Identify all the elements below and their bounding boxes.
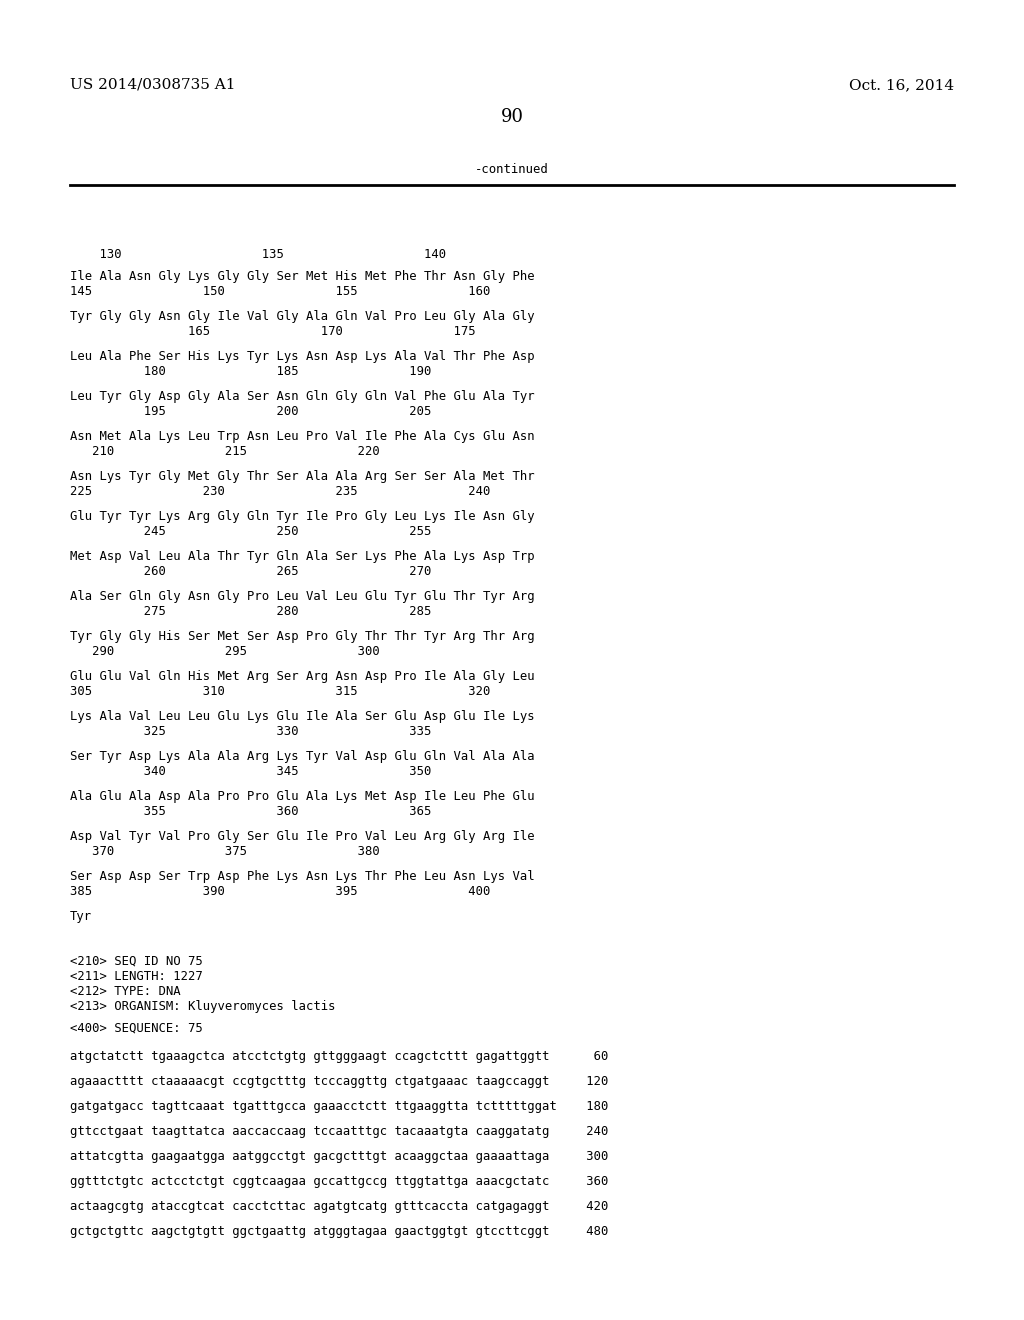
Text: Ser Asp Asp Ser Trp Asp Phe Lys Asn Lys Thr Phe Leu Asn Lys Val: Ser Asp Asp Ser Trp Asp Phe Lys Asn Lys …	[70, 870, 535, 883]
Text: actaagcgtg ataccgtcat cacctcttac agatgtcatg gtttcaccta catgagaggt     420: actaagcgtg ataccgtcat cacctcttac agatgtc…	[70, 1200, 608, 1213]
Text: US 2014/0308735 A1: US 2014/0308735 A1	[70, 78, 236, 92]
Text: Tyr: Tyr	[70, 909, 92, 923]
Text: 90: 90	[501, 108, 523, 125]
Text: atgctatctt tgaaagctca atcctctgtg gttgggaagt ccagctcttt gagattggtt      60: atgctatctt tgaaagctca atcctctgtg gttggga…	[70, 1049, 608, 1063]
Text: Leu Ala Phe Ser His Lys Tyr Lys Asn Asp Lys Ala Val Thr Phe Asp: Leu Ala Phe Ser His Lys Tyr Lys Asn Asp …	[70, 350, 535, 363]
Text: Ala Ser Gln Gly Asn Gly Pro Leu Val Leu Glu Tyr Glu Thr Tyr Arg: Ala Ser Gln Gly Asn Gly Pro Leu Val Leu …	[70, 590, 535, 603]
Text: Ile Ala Asn Gly Lys Gly Gly Ser Met His Met Phe Thr Asn Gly Phe: Ile Ala Asn Gly Lys Gly Gly Ser Met His …	[70, 271, 535, 282]
Text: Tyr Gly Gly His Ser Met Ser Asp Pro Gly Thr Thr Tyr Arg Thr Arg: Tyr Gly Gly His Ser Met Ser Asp Pro Gly …	[70, 630, 535, 643]
Text: gttcctgaat taagttatca aaccaccaag tccaatttgc tacaaatgta caaggatatg     240: gttcctgaat taagttatca aaccaccaag tccaatt…	[70, 1125, 608, 1138]
Text: <211> LENGTH: 1227: <211> LENGTH: 1227	[70, 970, 203, 983]
Text: ggtttctgtc actcctctgt cggtcaagaa gccattgccg ttggtattga aaacgctatc     360: ggtttctgtc actcctctgt cggtcaagaa gccattg…	[70, 1175, 608, 1188]
Text: <210> SEQ ID NO 75: <210> SEQ ID NO 75	[70, 954, 203, 968]
Text: 165               170               175: 165 170 175	[70, 325, 475, 338]
Text: gctgctgttc aagctgtgtt ggctgaattg atgggtagaa gaactggtgt gtccttcggt     480: gctgctgttc aagctgtgtt ggctgaattg atgggta…	[70, 1225, 608, 1238]
Text: <400> SEQUENCE: 75: <400> SEQUENCE: 75	[70, 1022, 203, 1035]
Text: Asp Val Tyr Val Pro Gly Ser Glu Ile Pro Val Leu Arg Gly Arg Ile: Asp Val Tyr Val Pro Gly Ser Glu Ile Pro …	[70, 830, 535, 843]
Text: <212> TYPE: DNA: <212> TYPE: DNA	[70, 985, 180, 998]
Text: attatcgtta gaagaatgga aatggcctgt gacgctttgt acaaggctaa gaaaattaga     300: attatcgtta gaagaatgga aatggcctgt gacgctt…	[70, 1150, 608, 1163]
Text: gatgatgacc tagttcaaat tgatttgcca gaaacctctt ttgaaggtta tctttttggat    180: gatgatgacc tagttcaaat tgatttgcca gaaacct…	[70, 1100, 608, 1113]
Text: Glu Tyr Tyr Lys Arg Gly Gln Tyr Ile Pro Gly Leu Lys Ile Asn Gly: Glu Tyr Tyr Lys Arg Gly Gln Tyr Ile Pro …	[70, 510, 535, 523]
Text: 275               280               285: 275 280 285	[70, 605, 431, 618]
Text: Glu Glu Val Gln His Met Arg Ser Arg Asn Asp Pro Ile Ala Gly Leu: Glu Glu Val Gln His Met Arg Ser Arg Asn …	[70, 671, 535, 682]
Text: Tyr Gly Gly Asn Gly Ile Val Gly Ala Gln Val Pro Leu Gly Ala Gly: Tyr Gly Gly Asn Gly Ile Val Gly Ala Gln …	[70, 310, 535, 323]
Text: Oct. 16, 2014: Oct. 16, 2014	[849, 78, 954, 92]
Text: 145               150               155               160: 145 150 155 160	[70, 285, 490, 298]
Text: 385               390               395               400: 385 390 395 400	[70, 884, 490, 898]
Text: 210               215               220: 210 215 220	[70, 445, 380, 458]
Text: 245               250               255: 245 250 255	[70, 525, 431, 539]
Text: 130                   135                   140: 130 135 140	[70, 248, 446, 261]
Text: 180               185               190: 180 185 190	[70, 366, 431, 378]
Text: <213> ORGANISM: Kluyveromyces lactis: <213> ORGANISM: Kluyveromyces lactis	[70, 1001, 336, 1012]
Text: 195               200               205: 195 200 205	[70, 405, 431, 418]
Text: Asn Lys Tyr Gly Met Gly Thr Ser Ala Ala Arg Ser Ser Ala Met Thr: Asn Lys Tyr Gly Met Gly Thr Ser Ala Ala …	[70, 470, 535, 483]
Text: Asn Met Ala Lys Leu Trp Asn Leu Pro Val Ile Phe Ala Cys Glu Asn: Asn Met Ala Lys Leu Trp Asn Leu Pro Val …	[70, 430, 535, 444]
Text: Ser Tyr Asp Lys Ala Ala Arg Lys Tyr Val Asp Glu Gln Val Ala Ala: Ser Tyr Asp Lys Ala Ala Arg Lys Tyr Val …	[70, 750, 535, 763]
Text: 305               310               315               320: 305 310 315 320	[70, 685, 490, 698]
Text: 325               330               335: 325 330 335	[70, 725, 431, 738]
Text: Met Asp Val Leu Ala Thr Tyr Gln Ala Ser Lys Phe Ala Lys Asp Trp: Met Asp Val Leu Ala Thr Tyr Gln Ala Ser …	[70, 550, 535, 564]
Text: 340               345               350: 340 345 350	[70, 766, 431, 777]
Text: 260               265               270: 260 265 270	[70, 565, 431, 578]
Text: 370               375               380: 370 375 380	[70, 845, 380, 858]
Text: agaaactttt ctaaaaacgt ccgtgctttg tcccaggttg ctgatgaaac taagccaggt     120: agaaactttt ctaaaaacgt ccgtgctttg tcccagg…	[70, 1074, 608, 1088]
Text: Leu Tyr Gly Asp Gly Ala Ser Asn Gln Gly Gln Val Phe Glu Ala Tyr: Leu Tyr Gly Asp Gly Ala Ser Asn Gln Gly …	[70, 389, 535, 403]
Text: Lys Ala Val Leu Leu Glu Lys Glu Ile Ala Ser Glu Asp Glu Ile Lys: Lys Ala Val Leu Leu Glu Lys Glu Ile Ala …	[70, 710, 535, 723]
Text: 225               230               235               240: 225 230 235 240	[70, 484, 490, 498]
Text: 290               295               300: 290 295 300	[70, 645, 380, 657]
Text: 355               360               365: 355 360 365	[70, 805, 431, 818]
Text: Ala Glu Ala Asp Ala Pro Pro Glu Ala Lys Met Asp Ile Leu Phe Glu: Ala Glu Ala Asp Ala Pro Pro Glu Ala Lys …	[70, 789, 535, 803]
Text: -continued: -continued	[475, 162, 549, 176]
